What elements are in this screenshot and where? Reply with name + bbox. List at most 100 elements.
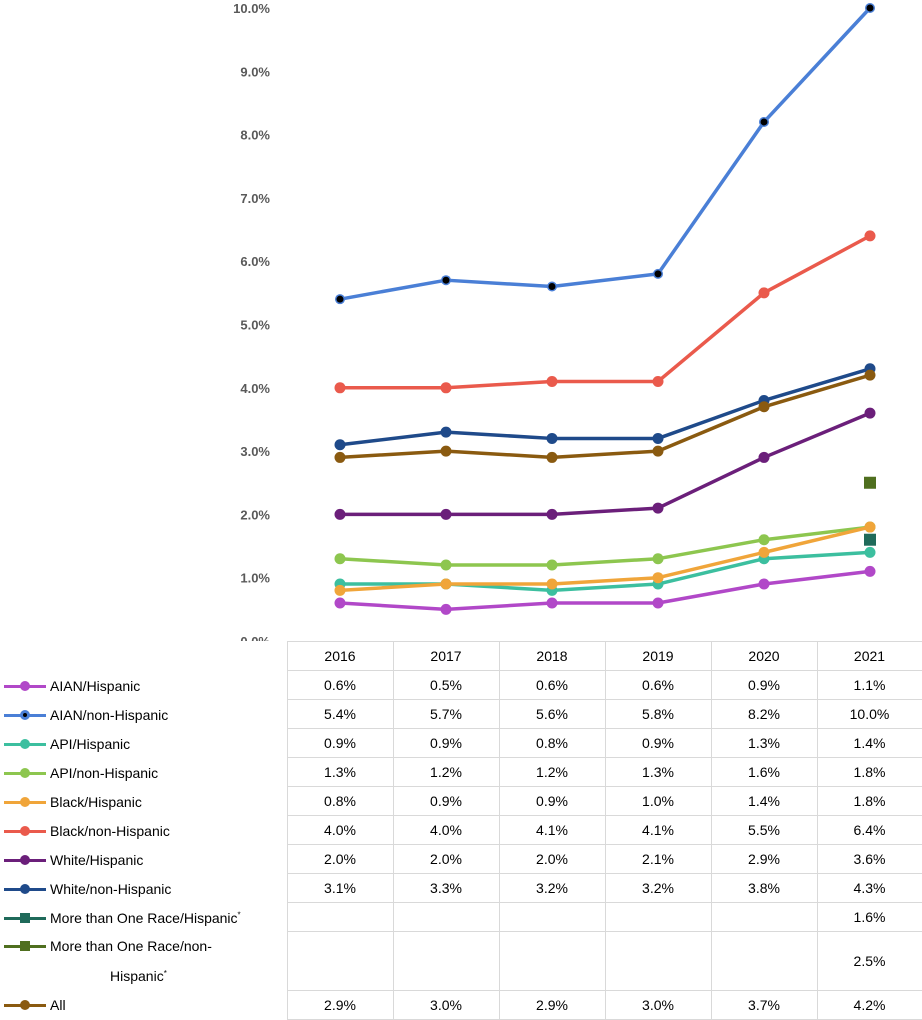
data-label: 8.2%	[710, 699, 818, 729]
data-label: 3.2%	[498, 873, 606, 903]
data-label: 1.3%	[710, 728, 818, 758]
data-point-white-hispanic	[652, 502, 664, 514]
y-tick-label: 8.0%	[240, 128, 270, 143]
y-tick-label: 4.0%	[240, 381, 270, 396]
data-point-all	[440, 445, 452, 457]
data-point-white-non-hispanic	[546, 432, 558, 444]
legend-entry: White/non-Hispanic	[0, 873, 288, 903]
series-line-white-non-hispanic	[339, 367, 871, 447]
legend-key-icon	[4, 999, 46, 1011]
legend-label: More than One Race/Hispanic*	[50, 909, 241, 926]
series-white-hispanic	[334, 407, 876, 520]
table-row-white-non-hispanic: White/non-Hispanic 3.1% 3.3% 3.2% 3.2% 3.8% 4.…	[0, 873, 922, 903]
legend-key-icon	[4, 912, 46, 924]
data-label: 1.3%	[286, 757, 394, 787]
y-tick-label: 5.0%	[240, 318, 270, 333]
data-label: 3.7%	[710, 989, 818, 1020]
x-tick-label: 2017	[392, 641, 500, 671]
data-point-black-hispanic	[758, 546, 770, 558]
legend-label: AIAN/Hispanic	[50, 677, 141, 694]
data-label: 0.9%	[604, 728, 712, 758]
legend-entry: White/Hispanic	[0, 844, 288, 874]
table-row-multi-hispanic: More than One Race/Hispanic* 1.6%	[0, 902, 922, 932]
y-tick-label: 6.0%	[240, 254, 270, 269]
table-row-black-non-hispanic: Black/non-Hispanic 4.0% 4.0% 4.1% 4.1% 5.5% 6.…	[0, 815, 922, 845]
legend-entry: More than One Race/Hispanic*	[0, 902, 288, 932]
legend-label: Black/Hispanic	[50, 793, 142, 810]
data-label: 0.9%	[498, 786, 606, 816]
legend-key-icon	[4, 825, 46, 837]
data-label: 2.0%	[286, 844, 394, 874]
data-point-center	[336, 295, 344, 303]
data-point-api-non-hispanic	[758, 534, 770, 546]
data-point-center	[654, 270, 662, 278]
data-label: 1.8%	[816, 786, 922, 816]
data-label: 1.3%	[604, 757, 712, 787]
legend-label: Black/non-Hispanic	[50, 822, 170, 839]
legend-label: White/non-Hispanic	[50, 880, 172, 897]
data-label: 0.6%	[604, 670, 712, 700]
series-multi-non-hispanic	[864, 476, 876, 489]
legend-key-icon	[4, 738, 46, 750]
series-aian-non-hispanic	[335, 3, 875, 305]
legend-entry: API/Hispanic	[0, 728, 288, 758]
data-label: 4.1%	[498, 815, 606, 845]
data-label: 3.1%	[286, 873, 394, 903]
legend-entry: Black/non-Hispanic	[0, 815, 288, 845]
data-label: 3.8%	[710, 873, 818, 903]
data-point-api-non-hispanic	[440, 559, 452, 571]
legend-key-icon	[4, 680, 46, 692]
legend-key-icon	[4, 767, 46, 779]
series-line-all	[339, 373, 871, 460]
data-label: 1.4%	[710, 786, 818, 816]
data-point-black-non-hispanic	[440, 382, 452, 394]
data-point-aian-hispanic	[546, 597, 558, 609]
legend-key-icon	[4, 854, 46, 866]
x-tick-label: 2016	[286, 641, 394, 671]
table-row-api-hispanic: API/Hispanic 0.9% 0.9% 0.8% 0.9% 1.3% 1.4%	[0, 728, 922, 758]
data-point-white-hispanic	[758, 451, 770, 463]
data-point-black-non-hispanic	[546, 375, 558, 387]
data-point-black-non-hispanic	[864, 230, 876, 242]
data-label: 5.8%	[604, 699, 712, 729]
legend-label: All	[50, 997, 66, 1014]
data-label: 6.4%	[816, 815, 922, 845]
data-label: 1.4%	[816, 728, 922, 758]
data-label: 0.8%	[286, 786, 394, 816]
data-label: 4.0%	[392, 815, 500, 845]
data-label: 2.0%	[392, 844, 500, 874]
y-tick-label: 3.0%	[240, 444, 270, 459]
data-label: 2.9%	[498, 989, 606, 1020]
legend-key-icon	[4, 940, 46, 952]
x-tick-label: 2018	[498, 641, 606, 671]
data-label: 1.1%	[816, 670, 922, 700]
data-label: 4.2%	[816, 989, 922, 1020]
data-point-white-non-hispanic	[652, 432, 664, 444]
data-label: 0.8%	[498, 728, 606, 758]
data-point-black-non-hispanic	[334, 382, 346, 394]
data-label: 2.1%	[604, 844, 712, 874]
table-row-all: All 2.9% 3.0% 2.9% 3.0% 3.7% 4.2%	[0, 989, 922, 1020]
y-tick-label: 1.0%	[240, 571, 270, 586]
data-label: 0.9%	[710, 670, 818, 700]
legend-label: More than One Race/non- Hispanic*	[50, 937, 212, 985]
data-label: 1.6%	[710, 757, 818, 787]
data-label: 3.2%	[604, 873, 712, 903]
legend-label: White/Hispanic	[50, 851, 144, 868]
series-black-non-hispanic	[334, 230, 876, 394]
legend-entry: AIAN/non-Hispanic	[0, 699, 288, 729]
data-point-all	[864, 369, 876, 381]
data-label: 3.0%	[604, 989, 712, 1020]
data-point-api-non-hispanic	[334, 553, 346, 565]
y-axis: 0.0% 1.0% 2.0% 3.0% 4.0% 5.0% 6.0% 7.0% 8.0% 9.0%…	[233, 1, 270, 641]
line-chart: 0.0% 1.0% 2.0% 3.0% 4.0% 5.0% 6.0% 7.0% 8.0% 9.0%…	[233, 1, 876, 641]
data-point-all	[334, 451, 346, 463]
data-point-white-hispanic	[546, 508, 558, 520]
data-label	[392, 931, 500, 991]
data-point-aian-hispanic	[864, 565, 876, 577]
data-label: 5.5%	[710, 815, 818, 845]
y-tick-label: 10.0%	[233, 1, 270, 16]
table-row-black-hispanic: Black/Hispanic 0.8% 0.9% 0.9% 1.0% 1.4% 1.8%	[0, 786, 922, 816]
data-label	[710, 931, 818, 991]
data-label: 1.2%	[392, 757, 500, 787]
